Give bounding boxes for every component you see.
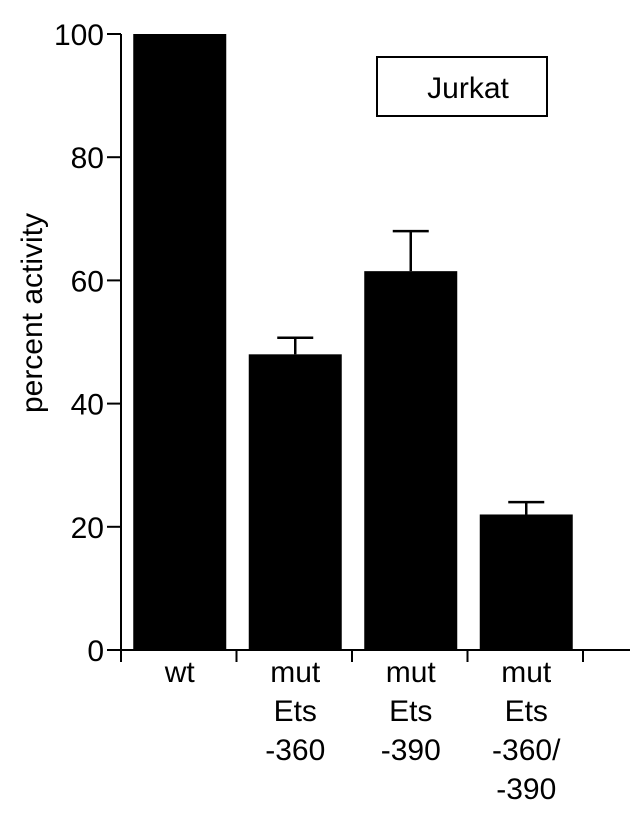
y-tick-label: 80 <box>71 142 104 175</box>
x-category-label: mut Ets -360/ -390 <box>492 656 561 806</box>
y-tick-label: 60 <box>71 265 104 298</box>
bars <box>133 34 573 650</box>
y-tick-label: 0 <box>87 635 104 668</box>
x-category-label: mut Ets -360 <box>265 656 325 767</box>
bar <box>479 514 573 650</box>
x-axis <box>120 649 630 662</box>
x-category-label-line: Ets <box>274 695 317 728</box>
y-tick-label: 100 <box>54 19 104 52</box>
x-category-label-line: wt <box>164 656 196 689</box>
bar <box>133 34 227 650</box>
legend-label: Jurkat <box>427 72 509 105</box>
legend-box <box>376 56 548 117</box>
y-tick-label: 40 <box>71 389 104 422</box>
x-category-label-line: -390 <box>381 734 441 767</box>
error-bars <box>277 229 545 515</box>
bar <box>248 354 342 650</box>
y-tick-label: 20 <box>71 512 104 545</box>
category-labels: wt mut Ets -360 mut Ets -390 mut Ets -360/ -390 <box>164 656 561 806</box>
x-category-label-line: -360 <box>265 734 325 767</box>
y-axis-title: percent activity <box>16 213 49 413</box>
x-category-label-line: mut <box>386 656 437 689</box>
x-category-label-line: Ets <box>505 695 548 728</box>
x-category-label: mut Ets -390 <box>381 656 441 767</box>
x-category-label-line: mut <box>270 656 321 689</box>
x-category-label-line: -360/ <box>492 734 561 767</box>
x-category-label-line: mut <box>501 656 552 689</box>
x-category-label: wt <box>164 656 196 689</box>
bar <box>364 271 458 650</box>
x-category-label-line: -390 <box>496 773 556 806</box>
legend: Jurkat <box>376 56 548 117</box>
x-category-label-line: Ets <box>389 695 432 728</box>
y-axis: 0 20 40 60 80 100 <box>54 19 122 668</box>
